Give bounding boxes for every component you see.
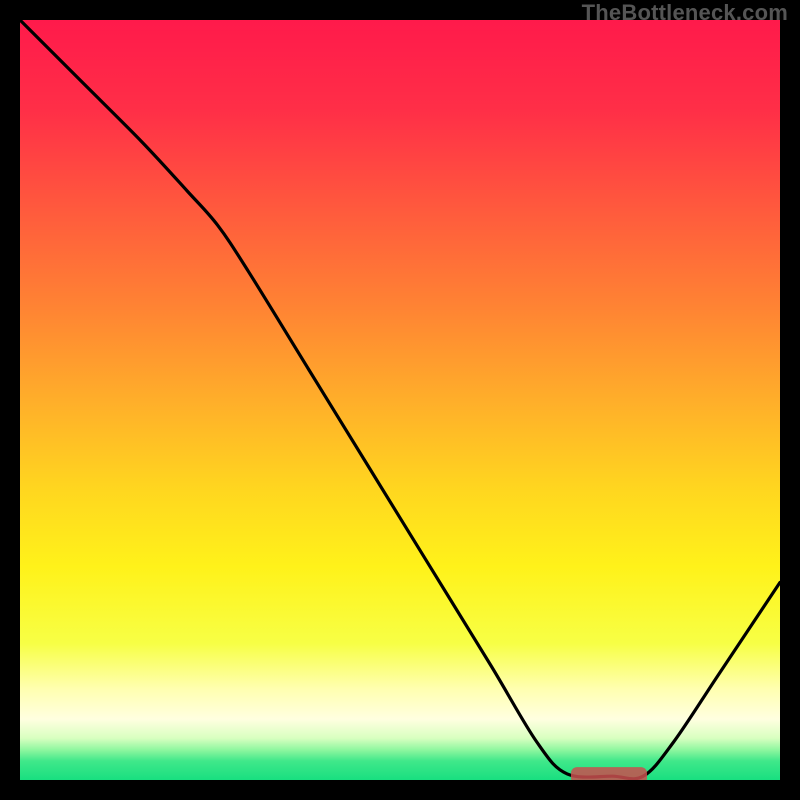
chart-plot: [20, 20, 780, 780]
chart-frame: TheBottleneck.com: [0, 0, 800, 800]
watermark-text: TheBottleneck.com: [582, 0, 788, 26]
optimal-range-marker: [571, 767, 647, 780]
